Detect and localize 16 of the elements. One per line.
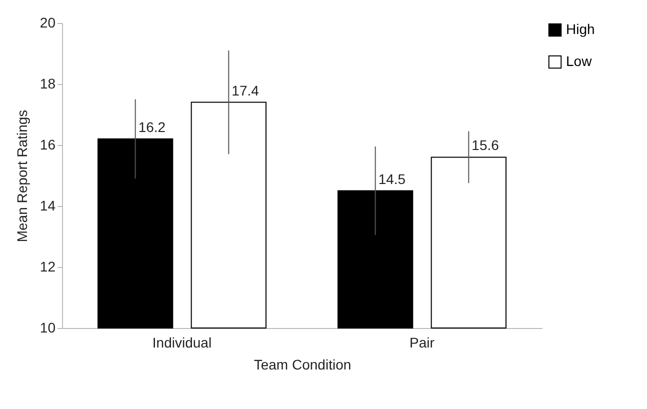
- y-tick-label: 10: [40, 320, 56, 336]
- legend-label: High: [566, 21, 595, 37]
- y-axis-title: Mean Report Ratings: [14, 110, 30, 242]
- y-tick-label: 18: [40, 76, 56, 92]
- y-tick-label: 16: [40, 136, 56, 152]
- data-label: 14.5: [378, 170, 406, 187]
- x-axis-title: Team Condition: [254, 356, 352, 372]
- x-tick-label: Individual: [152, 334, 212, 350]
- legend-label: Low: [566, 53, 593, 69]
- data-label: 17.4: [232, 82, 260, 98]
- data-label: 16.2: [138, 118, 166, 135]
- y-tick-label: 20: [40, 14, 56, 30]
- y-tick-label: 14: [40, 198, 56, 214]
- x-tick-label: Pair: [410, 334, 435, 350]
- y-tick-label: 12: [40, 258, 56, 274]
- data-label: 15.6: [472, 137, 500, 154]
